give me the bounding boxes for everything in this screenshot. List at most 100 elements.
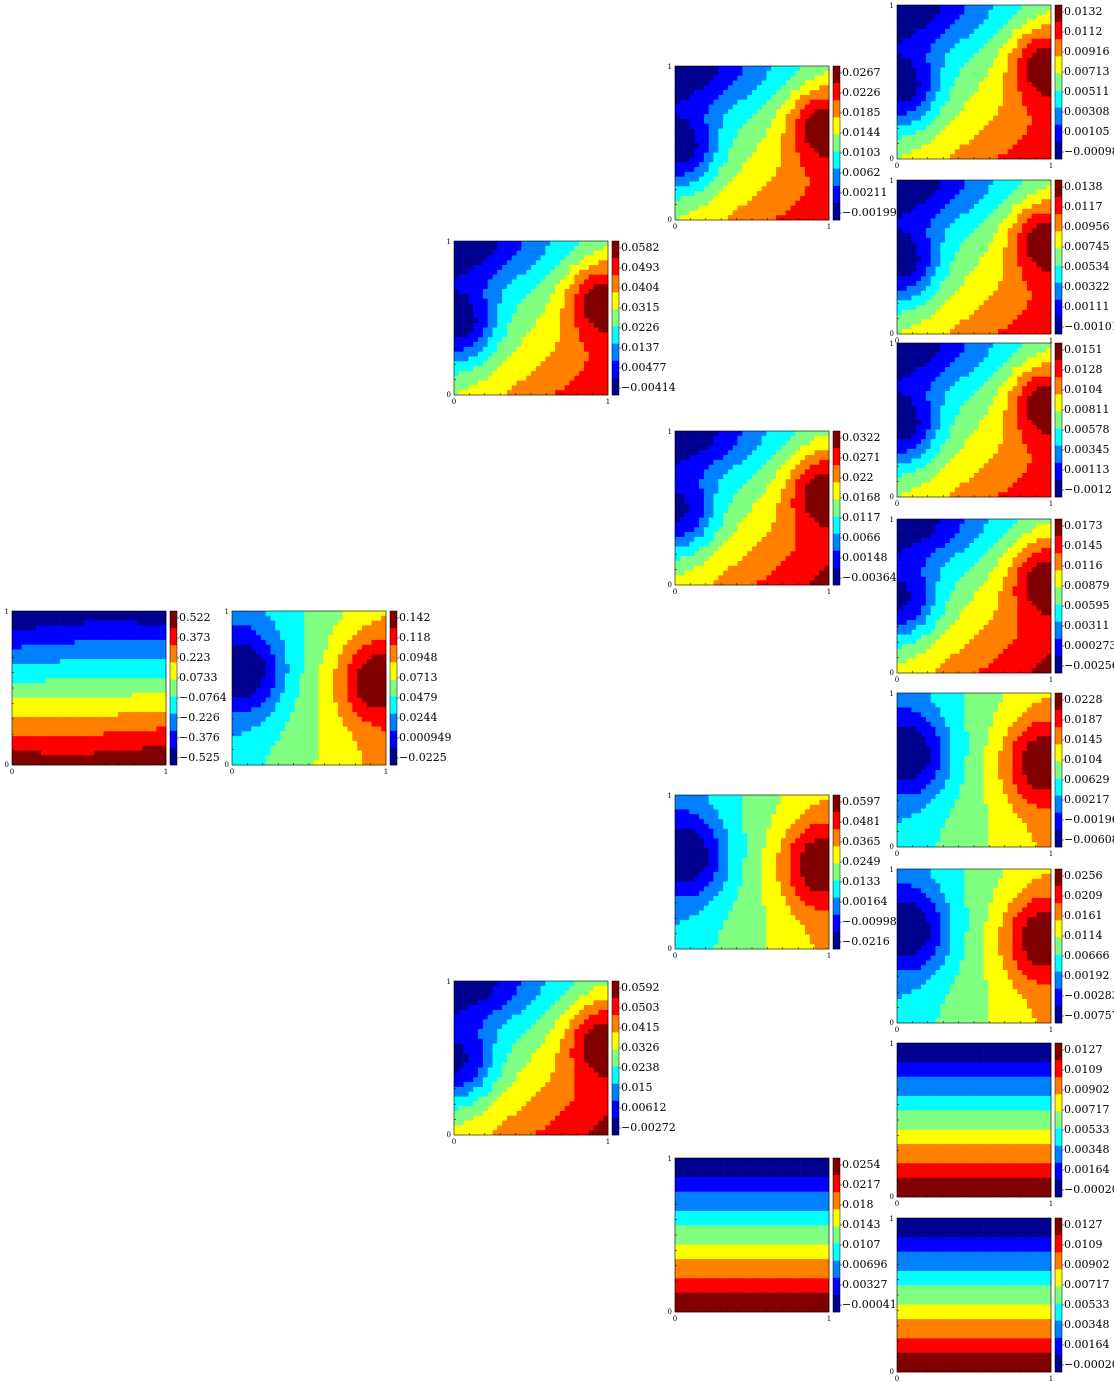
contour-cell (328, 683, 334, 689)
contour-cell (776, 85, 782, 91)
contour-cell (454, 356, 460, 362)
contour-cell (761, 70, 767, 76)
contour-cell (593, 1014, 599, 1020)
contour-cell (246, 716, 252, 722)
contour-cell (137, 615, 143, 621)
contour-cell (294, 702, 300, 708)
contour-cell (545, 385, 551, 391)
contour-cell (502, 1115, 508, 1121)
colorbar-tick-label: 0.0315 (621, 301, 660, 314)
contour-cell (516, 332, 522, 338)
contour-cell (583, 241, 590, 247)
contour-cell (555, 250, 561, 256)
contour-cell (60, 615, 66, 621)
contour-cell (64, 716, 71, 722)
contour-cell (468, 1043, 474, 1049)
contour-cell (454, 337, 460, 343)
contour-cell (323, 635, 329, 641)
contour-cell (79, 649, 85, 655)
contour-cell (555, 346, 561, 352)
contour-cell (795, 90, 801, 96)
contour-cell (108, 697, 114, 703)
contour-cell (156, 726, 162, 732)
contour-cell (679, 167, 685, 173)
contour-cell (526, 1048, 532, 1054)
contour-cell (161, 692, 167, 698)
contour-cell (232, 716, 238, 722)
contour-cell (280, 745, 286, 751)
contour-cell (756, 143, 762, 149)
contour-cell (146, 721, 152, 727)
contour-cell (478, 1067, 484, 1073)
contour-cell (694, 94, 700, 100)
contour-cell (270, 721, 276, 727)
contour-cell (232, 702, 238, 708)
contour-cell (819, 75, 825, 81)
contour-cell (376, 683, 382, 689)
contour-cell (232, 731, 238, 737)
contour-cell (352, 635, 358, 641)
contour-cell (545, 1125, 551, 1131)
contour-cell (12, 760, 18, 766)
contour-cell (98, 692, 104, 698)
contour-cell (299, 731, 305, 737)
contour-cell (583, 1009, 590, 1015)
contour-cell (117, 702, 123, 708)
contour-cell (497, 1082, 503, 1088)
contour-cell (689, 123, 695, 129)
contour-cell (352, 683, 358, 689)
contour-cell (492, 1019, 498, 1025)
contour-cell (531, 390, 537, 396)
contour-cell (473, 985, 479, 991)
contour-cell (497, 1019, 503, 1025)
contour-cell (550, 241, 556, 247)
contour-cell (583, 1058, 590, 1064)
contour-cell (127, 688, 133, 694)
contour-cell (236, 668, 242, 674)
contour-cell (156, 630, 162, 636)
contour-cell (598, 981, 604, 987)
contour-cell (309, 683, 315, 689)
contour-cell (684, 123, 690, 129)
contour-cell (260, 668, 266, 674)
contour-cell (371, 702, 377, 708)
contour-cell (361, 736, 368, 742)
contour-cell (785, 143, 791, 149)
contour-cell (108, 639, 114, 645)
contour-cell (241, 712, 247, 718)
contour-cell (468, 370, 474, 377)
contour-cell (12, 620, 18, 626)
contour-cell (478, 318, 484, 324)
contour-cell (361, 692, 368, 698)
contour-cell (458, 337, 464, 343)
contour-cell (265, 745, 271, 751)
contour-cell (26, 649, 32, 655)
contour-cell (588, 255, 594, 261)
contour-cell (756, 99, 762, 105)
contour-cell (511, 303, 517, 309)
contour-cell (598, 1130, 604, 1136)
colorbar-segment (612, 1049, 619, 1067)
contour-cell (304, 745, 310, 751)
contour-cell (69, 678, 75, 684)
contour-cell (361, 688, 368, 694)
contour-cell (526, 260, 532, 266)
x-axis-min-label: 0 (452, 1138, 456, 1146)
contour-cell (132, 615, 138, 621)
contour-cell (98, 707, 104, 713)
contour-cell (26, 668, 32, 674)
contour-cell (84, 750, 90, 756)
contour-cell (74, 707, 80, 713)
contour-cell (137, 726, 143, 732)
contour-cell (323, 760, 329, 766)
contour-cell (468, 279, 474, 285)
contour-cell (545, 1106, 551, 1112)
contour-cell (492, 1130, 498, 1136)
contour-cell (156, 635, 162, 641)
contour-cell (103, 740, 109, 747)
colorbar-segment (612, 1083, 619, 1102)
contour-cell (588, 1043, 594, 1049)
contour-cell (593, 361, 599, 367)
contour-cell (776, 80, 782, 86)
contour-cell (526, 1130, 532, 1136)
